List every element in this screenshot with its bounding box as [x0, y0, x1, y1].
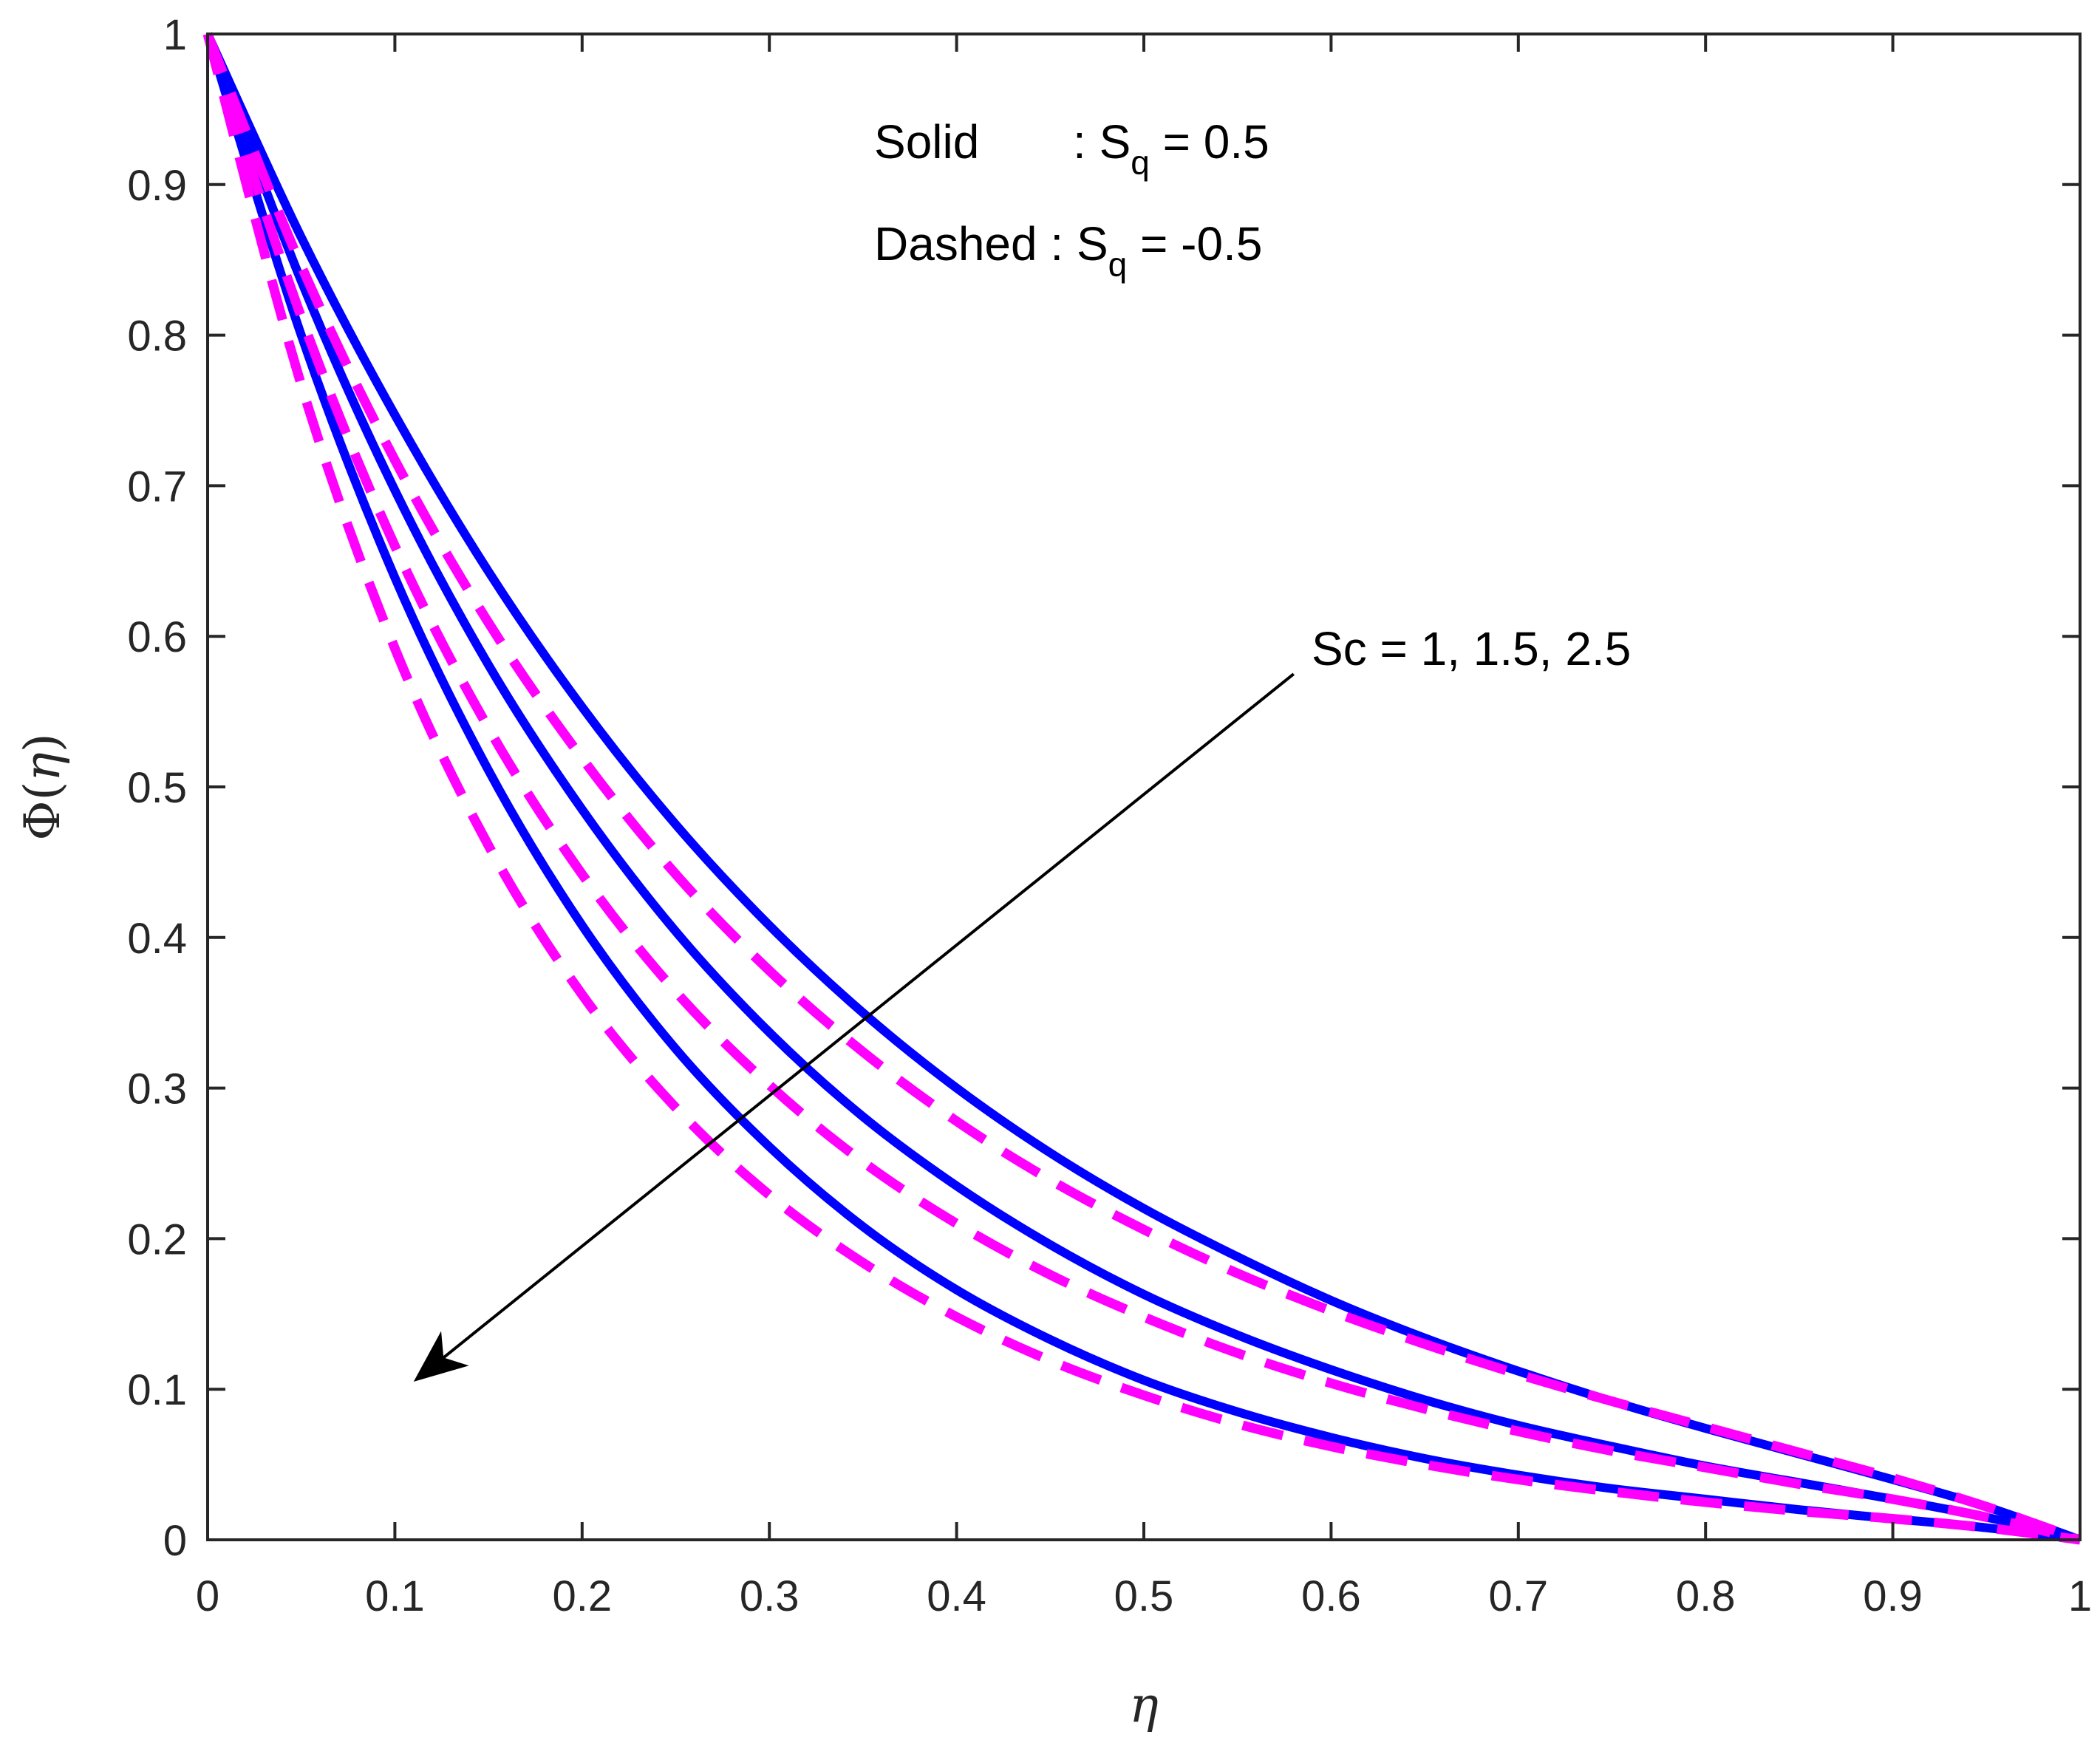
- legend-solid-label: Solid: [874, 115, 979, 168]
- legend-dashed-text: Dashed : Sq = -0.5: [874, 217, 1262, 284]
- series-line-solid-sc-2-5: [203, 33, 2081, 1544]
- legend-solid-subscript: q: [1131, 143, 1150, 182]
- y-tick-label: 0.9: [127, 162, 187, 210]
- x-tick-label: 0.9: [1863, 1572, 1923, 1620]
- y-axis-title: Φ(η): [14, 733, 71, 840]
- y-tick-label: 0.1: [127, 1366, 187, 1414]
- arrow-annotation-label: Sc = 1, 1.5, 2.5: [1312, 622, 1631, 675]
- y-axis-title-suffix: ): [14, 733, 71, 752]
- legend-dashed-subscript: q: [1108, 245, 1128, 284]
- legend-solid-prefix: : S: [1073, 115, 1131, 168]
- legend-solid-text: : Sq = 0.5: [1073, 115, 1269, 182]
- x-tick-label: 0.3: [740, 1572, 800, 1620]
- y-tick-label: 0.6: [127, 613, 187, 661]
- y-tick-label: 1: [163, 11, 187, 59]
- series-layer: [202, 32, 2082, 1545]
- x-axis-title: η: [1129, 1677, 1159, 1733]
- x-tick-label: 0.7: [1488, 1572, 1548, 1620]
- legend-dashed-prefix: Dashed : S: [874, 217, 1108, 270]
- x-tick-label: 0: [196, 1572, 219, 1620]
- y-tick-label: 0.8: [127, 313, 187, 361]
- legend-dashed-value: = -0.5: [1127, 217, 1262, 270]
- y-tick-label: 0.3: [127, 1065, 187, 1113]
- series-line-dashed-sc-1-5: [202, 32, 2082, 1545]
- x-tick-label: 0.5: [1114, 1572, 1174, 1620]
- y-tick-label: 0.2: [127, 1215, 187, 1263]
- legend-solid-value: = 0.5: [1150, 115, 1269, 168]
- y-axis-title-prefix: Φ(: [14, 782, 71, 841]
- line-style-legend: Solid : Sq = 0.5 Dashed : Sq = -0.5: [874, 115, 1269, 284]
- x-tick-label: 0.1: [365, 1572, 425, 1620]
- series-line-dashed-sc-1: [202, 32, 2082, 1545]
- x-tick-label: 0.8: [1676, 1572, 1736, 1620]
- y-tick-label: 0.7: [127, 463, 187, 511]
- x-tick-label: 0.2: [552, 1572, 612, 1620]
- arrow-shaft: [443, 672, 1295, 1359]
- arrow-head: [413, 1331, 469, 1382]
- trend-arrow: [413, 672, 1295, 1382]
- y-tick-label: 0.5: [127, 764, 187, 812]
- y-axis: 0 0.1 0.2 0.3 0.4 0.5 0.6 0.7 0.8 0.9 1: [127, 11, 2080, 1565]
- y-tick-label: 0: [163, 1517, 187, 1565]
- x-tick-label: 0.6: [1301, 1572, 1361, 1620]
- x-tick-label: 0.4: [927, 1572, 986, 1620]
- y-axis-title-variable: η: [14, 752, 71, 782]
- x-axis: 0 0.1 0.2 0.3 0.4 0.5 0.6 0.7 0.8 0.9 1: [196, 34, 2092, 1620]
- series-line-dashed-sc-2-5: [202, 33, 2081, 1545]
- x-tick-label: 1: [2068, 1572, 2092, 1620]
- y-tick-label: 0.4: [127, 915, 187, 963]
